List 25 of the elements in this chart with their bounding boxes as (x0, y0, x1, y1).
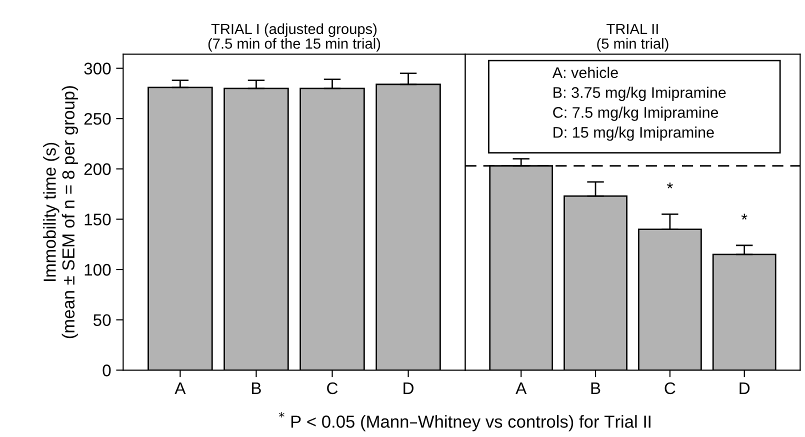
x-tick-label: C (664, 382, 676, 394)
x-tick-label: D (740, 382, 750, 394)
x-tick-label: B (591, 382, 600, 394)
y-tick-label: 150 (84, 214, 111, 226)
y-tick-label: 100 (84, 264, 111, 276)
annotation: D: 15 mg/kg Imipramine (554, 126, 714, 141)
y-tick-label: 0 (102, 364, 111, 376)
chart-title: TRIAL I (adjusted groups) (7.5 min of the 15 min trial) (208, 23, 380, 52)
x-tick-label: D (404, 382, 414, 394)
annotation: A: vehicle (552, 66, 618, 78)
y-tick-label: 200 (84, 163, 111, 176)
annotation: C: 7.5 mg/kg Imipramine (553, 106, 718, 121)
annotation: * (741, 214, 748, 220)
x-tick-label: C (327, 382, 338, 394)
x-tick-label: A (174, 382, 186, 394)
y-tick-label: 250 (84, 112, 111, 125)
text: $^{*}$ P < 0.05 (Mann–Whitney vs controls) for Trial II (279, 412, 650, 432)
y-axis-title: Immobility time (s) (mean ± SEM of n = 8 per group) (43, 86, 78, 338)
x-tick-label: A (516, 382, 527, 394)
y-tick-label: 50 (93, 314, 111, 326)
y-tick-label: 300 (84, 62, 111, 74)
annotation: B: 3.75 mg/kg Imipramine (554, 86, 726, 101)
chart-title: TRIAL II (5 min trial) (597, 24, 668, 52)
annotation: * (666, 182, 673, 188)
x-tick-label: B (252, 382, 261, 394)
